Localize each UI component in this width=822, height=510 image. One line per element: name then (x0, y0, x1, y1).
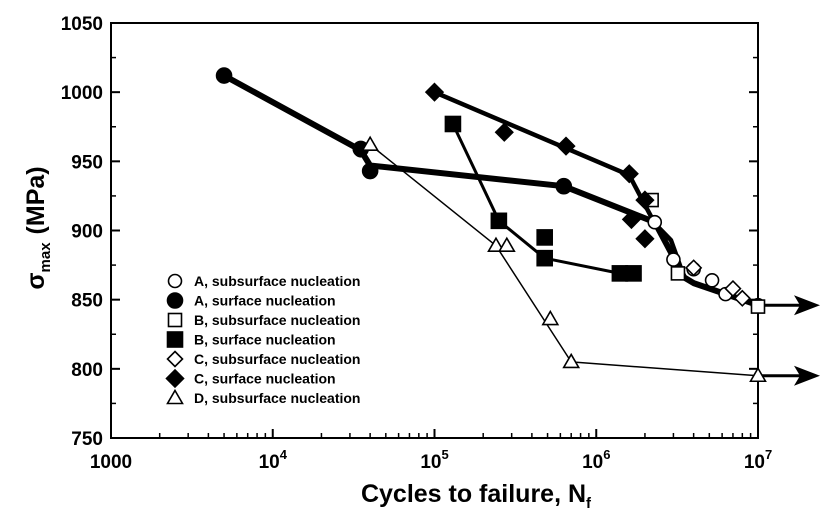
data-point-square-filled (490, 212, 508, 230)
data-point-diamond-open (685, 259, 703, 277)
y-tick-label: 850 (71, 291, 103, 312)
data-point-triangle-open (361, 135, 380, 152)
legend-marker (167, 312, 183, 328)
x-tick-label: 107 (744, 447, 772, 473)
x-axis-ticks: 1000 104 105 106 107 (90, 429, 772, 473)
legend-label: C, surface nucleation (194, 371, 336, 387)
data-point-square-filled (611, 265, 629, 282)
legend-marker (166, 292, 184, 309)
data-point-triangle-open (749, 366, 767, 383)
data-point-triangle-open (562, 352, 581, 369)
legend-marker (165, 368, 185, 389)
legend-label: A, surface nucleation (194, 293, 336, 309)
data-point-square-filled (444, 115, 462, 133)
data-point-circle-filled (361, 162, 379, 180)
legend-label: B, surface nucleation (194, 332, 336, 348)
legend-label: A, subsurface nucleation (194, 273, 360, 289)
data-point-square-filled (625, 265, 642, 282)
data-point-square-filled (536, 249, 553, 267)
data-point-square-filled (536, 229, 553, 246)
data-point-diamond-filled (556, 136, 576, 156)
y-tick-label: 1000 (61, 83, 103, 104)
runout-arrow-head (794, 295, 820, 316)
legend-label: B, subsurface nucleation (194, 312, 360, 328)
y-axis-ticks: 750 800 850 900 950 1000 1050 (61, 14, 758, 450)
legend-marker (166, 331, 184, 348)
data-point-circle-open (666, 252, 681, 267)
data-point-diamond-filled (621, 209, 642, 230)
legend-marker (166, 388, 184, 405)
data-point-circle-open (704, 272, 720, 288)
legend-marker (166, 350, 184, 368)
data-point-circle-filled (215, 67, 233, 84)
data-point-diamond-filled (635, 190, 655, 210)
x-axis-title: Cycles to failure, Nf (361, 480, 592, 510)
x-tick-label: 104 (259, 447, 288, 473)
legend: A, subsurface nucleation A, surface nucle… (165, 273, 360, 406)
legend-label: D, subsurface nucleation (194, 390, 360, 406)
y-tick-label: 750 (71, 429, 103, 450)
data-point-diamond-filled (494, 122, 514, 142)
x-tick-label: 105 (420, 447, 448, 473)
data-point-diamond-filled (424, 82, 445, 102)
y-axis-title: σmax(MPa) (22, 166, 54, 289)
y-tick-label: 1050 (61, 14, 103, 35)
legend-marker (167, 273, 183, 289)
data-point-square-open (670, 266, 686, 281)
x-tick-label: 1000 (90, 452, 132, 473)
data-point-diamond-open (733, 289, 751, 307)
data-point-triangle-open (541, 309, 560, 326)
data-point-circle-open (647, 214, 663, 230)
data-point-circle-filled (555, 177, 573, 195)
data-point-triangle-open (497, 236, 516, 253)
y-tick-label: 900 (71, 222, 103, 243)
y-tick-label: 800 (71, 360, 103, 381)
data-point-diamond-filled (619, 164, 639, 184)
x-tick-label: 106 (582, 447, 610, 473)
fit-line (369, 144, 759, 377)
runout-arrows (758, 295, 820, 386)
legend-label: C, subsurface nucleation (194, 351, 360, 367)
y-tick-label: 950 (71, 152, 103, 173)
data-point-diamond-open (724, 279, 742, 298)
data-point-triangle-open (487, 236, 505, 253)
runout-arrow-head (794, 365, 820, 386)
data-markers (215, 67, 767, 383)
data-point-diamond-filled (635, 229, 655, 249)
data-point-square-open (750, 299, 766, 314)
